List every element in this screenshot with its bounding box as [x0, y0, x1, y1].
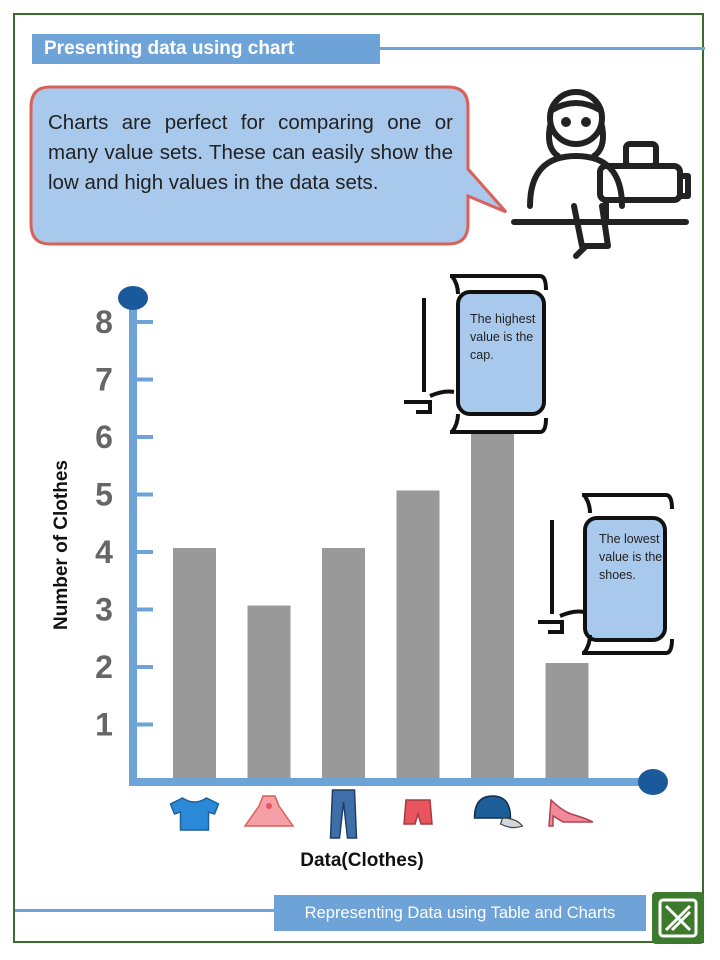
- jeans-icon: [329, 789, 358, 839]
- lowest-note-scroll: [538, 493, 674, 655]
- y-tick-label: 6: [95, 419, 113, 455]
- shoes-icon: [548, 798, 594, 827]
- bar-t-shirt: [173, 548, 216, 778]
- y-tick-label: 1: [95, 707, 113, 743]
- bar-cap: [471, 433, 514, 778]
- y-tick-label: 7: [95, 362, 113, 398]
- bar-dress: [247, 605, 291, 778]
- highest-note-text: The highest value is the cap.: [470, 312, 536, 362]
- highest-note-scroll: [404, 274, 548, 434]
- y-tick-label: 8: [95, 304, 113, 340]
- x-axis-label: Data(Clothes): [300, 850, 424, 871]
- bar-jeans: [322, 548, 365, 778]
- y-tick-label: 5: [95, 477, 113, 513]
- y-tick-label: 3: [95, 592, 113, 628]
- y-axis-label: Number of Clothes: [51, 460, 72, 630]
- lowest-note-text: The lowest value is the shoes.: [599, 532, 663, 582]
- seamstress-icon: [511, 89, 691, 259]
- x-axis-end-dot: [638, 769, 668, 795]
- cap-icon: [473, 795, 524, 829]
- intro-text: Charts are perfect for comparing one or …: [48, 111, 453, 194]
- shorts-icon: [403, 799, 433, 825]
- page-border: [13, 13, 704, 943]
- speech-bubble: [29, 85, 508, 246]
- header-divider: [380, 47, 705, 50]
- bar-shorts: [396, 490, 440, 778]
- tshirt-icon: [169, 797, 220, 831]
- logo-icon: [652, 892, 704, 944]
- dress-icon: [243, 795, 295, 827]
- footer-label: Representing Data using Table and Charts: [274, 895, 646, 931]
- y-tick-label: 4: [95, 534, 113, 570]
- page-title: Presenting data using chart: [32, 34, 380, 64]
- footer-divider: [15, 909, 275, 912]
- y-tick-label: 2: [95, 649, 113, 685]
- y-axis-end-dot: [118, 286, 148, 310]
- bar-shoes: [545, 663, 589, 778]
